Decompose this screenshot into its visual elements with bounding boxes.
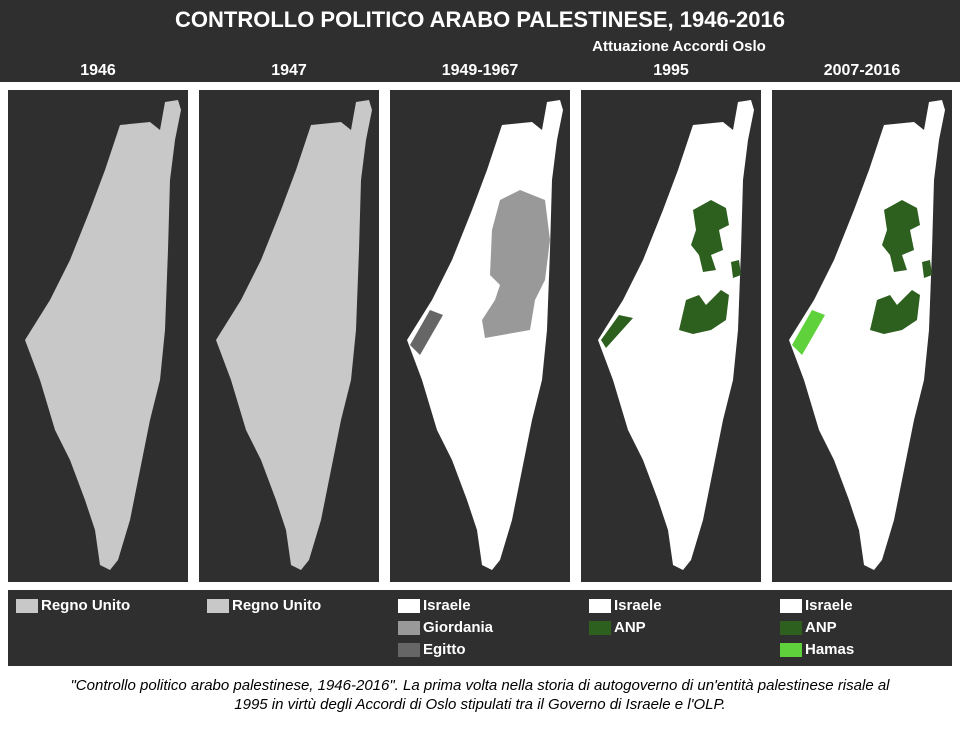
panel-year: 1949-1967 bbox=[442, 62, 519, 79]
region bbox=[601, 200, 741, 348]
map bbox=[407, 100, 563, 570]
panel-year: 1995 bbox=[653, 62, 689, 79]
legend-swatch bbox=[780, 599, 802, 613]
subtitle: Attuazione Accordi Oslo bbox=[592, 38, 766, 55]
map bbox=[789, 100, 945, 570]
region bbox=[482, 190, 550, 338]
region bbox=[410, 310, 443, 355]
territory bbox=[25, 100, 181, 570]
territory bbox=[216, 100, 372, 570]
legend-swatch bbox=[589, 599, 611, 613]
panel-year: 1946 bbox=[80, 62, 116, 79]
legend-swatch bbox=[16, 599, 38, 613]
legend-swatch bbox=[398, 599, 420, 613]
panel-year: 1947 bbox=[271, 62, 307, 79]
legend-swatch bbox=[780, 621, 802, 635]
legend-swatch bbox=[207, 599, 229, 613]
panel-year: 2007-2016 bbox=[824, 62, 901, 79]
legend-label: Hamas bbox=[805, 641, 854, 658]
map bbox=[25, 100, 181, 570]
legend-label: Egitto bbox=[423, 641, 466, 658]
caption-line: "Controllo politico arabo palestinese, 1… bbox=[70, 677, 890, 694]
legend-label: Giordania bbox=[423, 619, 494, 636]
legend-swatch bbox=[589, 621, 611, 635]
legend-label: Israele bbox=[805, 597, 853, 614]
legend-swatch bbox=[780, 643, 802, 657]
legend-label: Regno Unito bbox=[232, 597, 321, 614]
region bbox=[870, 200, 932, 334]
header-band bbox=[0, 0, 960, 82]
legend-label: ANP bbox=[805, 619, 837, 636]
legend-swatch bbox=[398, 643, 420, 657]
legend-label: Regno Unito bbox=[41, 597, 130, 614]
caption-line: 1995 in virtù degli Accordi di Oslo stip… bbox=[234, 696, 725, 713]
map bbox=[598, 100, 754, 570]
title: CONTROLLO POLITICO ARABO PALESTINESE, 19… bbox=[175, 7, 785, 32]
legend-label: Israele bbox=[423, 597, 471, 614]
map bbox=[216, 100, 372, 570]
legend-label: ANP bbox=[614, 619, 646, 636]
legend-label: Israele bbox=[614, 597, 662, 614]
legend-swatch bbox=[398, 621, 420, 635]
region bbox=[792, 310, 825, 355]
